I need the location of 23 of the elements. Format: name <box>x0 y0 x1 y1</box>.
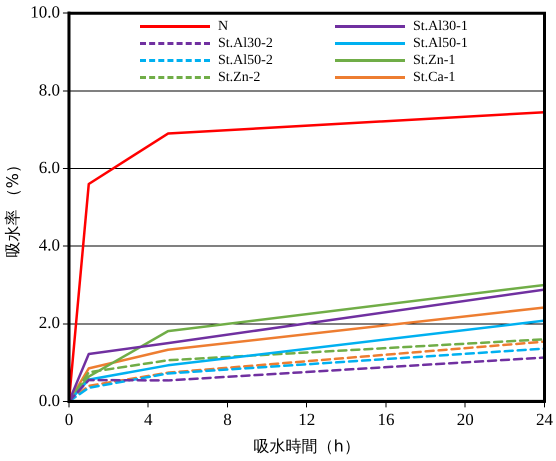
legend-label: St.Zn-2 <box>218 69 260 86</box>
x-tick-label: 24 <box>536 410 554 430</box>
legend-label: N <box>218 18 228 35</box>
x-tick-label: 4 <box>144 410 153 430</box>
y-tick-label: 2.0 <box>38 313 60 332</box>
y-tick-label: 4.0 <box>38 236 60 255</box>
x-tick-label: 12 <box>298 410 316 430</box>
y-tick-label: 6.0 <box>38 158 60 177</box>
y-tick-label: 10.0 <box>30 2 60 22</box>
y-tick-label: 8.0 <box>38 80 60 100</box>
x-tick-label: 0 <box>64 410 74 430</box>
y-tick-label: 0.0 <box>38 390 60 410</box>
legend-label: St.Al50-2 <box>218 52 273 69</box>
legend-label: St.Ca-1 <box>413 69 456 86</box>
x-tick-label: 16 <box>377 410 394 430</box>
legend-label: St.Al30-1 <box>413 18 468 35</box>
legend-label: St.Al30-2 <box>218 35 273 52</box>
legend-label: St.Al50-1 <box>413 35 468 52</box>
x-axis-title: 吸水時間（h） <box>254 436 360 456</box>
y-axis-title: 吸水率 （%） <box>2 157 22 258</box>
legend-label: St.Zn-1 <box>413 52 456 69</box>
x-tick-label: 8 <box>223 410 232 430</box>
x-tick-label: 20 <box>456 410 474 430</box>
